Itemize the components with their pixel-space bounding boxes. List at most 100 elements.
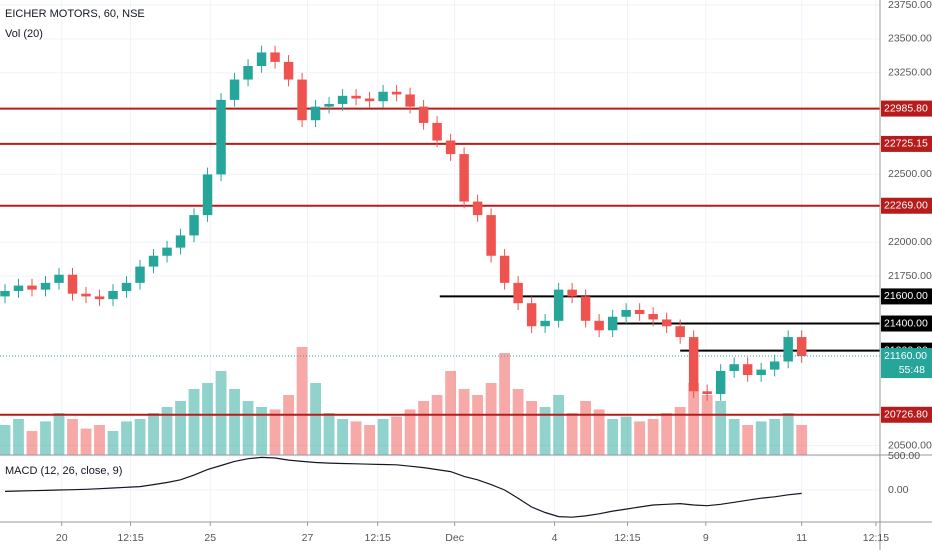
level-label-box: [881, 406, 932, 423]
volume-bar: [458, 389, 470, 455]
volume-bar: [755, 421, 767, 455]
y-tick-label: 23500.00: [888, 33, 932, 45]
volume-bar: [256, 407, 267, 455]
candle-body: [540, 320, 550, 327]
candle-body: [526, 303, 537, 327]
volume-bar: [350, 421, 362, 455]
candle-body: [553, 289, 564, 321]
volume-label: Vol (20): [5, 28, 43, 40]
volume-layer: [0, 347, 808, 455]
volume-bar: [674, 407, 686, 455]
volume-bar: [377, 419, 389, 455]
macd-label: MACD (12, 26, close, 9): [5, 465, 122, 477]
volume-bar: [391, 416, 402, 455]
volume-bar: [404, 409, 416, 455]
y-tick-label: 22500.00: [888, 168, 932, 180]
countdown: 55:48: [899, 364, 925, 376]
x-tick-label: 27: [302, 532, 314, 544]
y-tick-label: 22000.00: [888, 236, 932, 248]
volume-bar: [472, 395, 484, 455]
x-tick-label: 4: [552, 532, 558, 544]
x-tick-label: 12:15: [863, 532, 889, 544]
level-label: 21400.00: [884, 317, 928, 329]
volume-bar: [40, 421, 51, 455]
candle-body: [351, 95, 361, 99]
volume-bar: [593, 409, 605, 455]
x-tick-label: 12:15: [365, 532, 391, 544]
volume-bar: [80, 428, 92, 455]
candle-body: [40, 282, 51, 290]
candle-body: [229, 79, 240, 100]
volume-bar: [94, 425, 105, 455]
volume-bar: [485, 383, 497, 455]
candle-body: [513, 282, 523, 304]
candle-body: [283, 61, 294, 80]
candle-body: [148, 255, 159, 267]
volume-bar: [148, 413, 159, 455]
candle-body: [54, 274, 64, 283]
volume-bar: [215, 371, 227, 455]
volume-bar: [161, 407, 173, 455]
volume-bar: [364, 425, 375, 455]
candle-body: [445, 140, 456, 155]
macd-line: [4, 456, 802, 518]
volume-bar: [121, 421, 132, 455]
candle-body: [324, 103, 334, 107]
volume-bar: [134, 419, 146, 455]
volume-bar: [337, 419, 348, 455]
candle-body: [621, 309, 631, 317]
candle-body: [675, 326, 685, 338]
volume-bar: [107, 431, 119, 455]
candle-body: [499, 255, 510, 283]
candle-body: [364, 98, 375, 102]
candle-body: [162, 247, 172, 256]
volume-bar: [202, 383, 213, 455]
candle-body: [135, 266, 145, 283]
level-label-box: [881, 100, 932, 117]
volume-bar: [242, 401, 254, 455]
level-label: 21600.00: [884, 290, 928, 302]
candle-body: [459, 154, 469, 202]
candle-body: [13, 285, 24, 291]
volume-bar: [53, 413, 65, 455]
y-tick-label: 0.00: [888, 484, 909, 496]
x-tick-label: 9: [703, 532, 709, 544]
volume-bar: [728, 419, 740, 455]
candle-body: [742, 364, 753, 376]
volume-bar: [323, 413, 335, 455]
candle-body: [661, 319, 672, 327]
candle-body: [472, 201, 483, 216]
last-price-box: [881, 348, 932, 379]
volume-bar: [647, 419, 659, 455]
x-tick-label: 11: [796, 532, 807, 544]
candle-body: [580, 296, 591, 321]
volume-bar: [0, 425, 11, 455]
candle-body: [67, 274, 78, 294]
x-tick-label: 25: [204, 532, 216, 544]
candle-body: [108, 290, 118, 300]
volume-bar: [688, 383, 700, 455]
last-price-label: 21160.00: [884, 350, 927, 362]
volume-bar: [283, 395, 294, 455]
candle-body: [189, 215, 199, 236]
candle-body: [634, 309, 645, 315]
y-tick-label: 23750.00: [888, 0, 932, 11]
volume-bar: [296, 347, 308, 455]
volume-bar: [67, 419, 78, 455]
candle-body: [405, 94, 415, 107]
candle-body: [378, 91, 388, 102]
level-label: 22269.00: [884, 200, 928, 212]
candle-body: [486, 215, 496, 256]
volume-bar: [769, 419, 781, 455]
candle-body: [81, 293, 91, 297]
candle-body: [715, 370, 726, 395]
volume-bar: [634, 421, 646, 455]
volume-bar: [796, 425, 808, 455]
candle-body: [688, 337, 699, 392]
level-label-box: [881, 135, 932, 152]
candle-body: [297, 79, 307, 121]
candle-body: [607, 316, 618, 331]
volume-bar: [418, 401, 429, 455]
volume-bar: [526, 401, 538, 455]
